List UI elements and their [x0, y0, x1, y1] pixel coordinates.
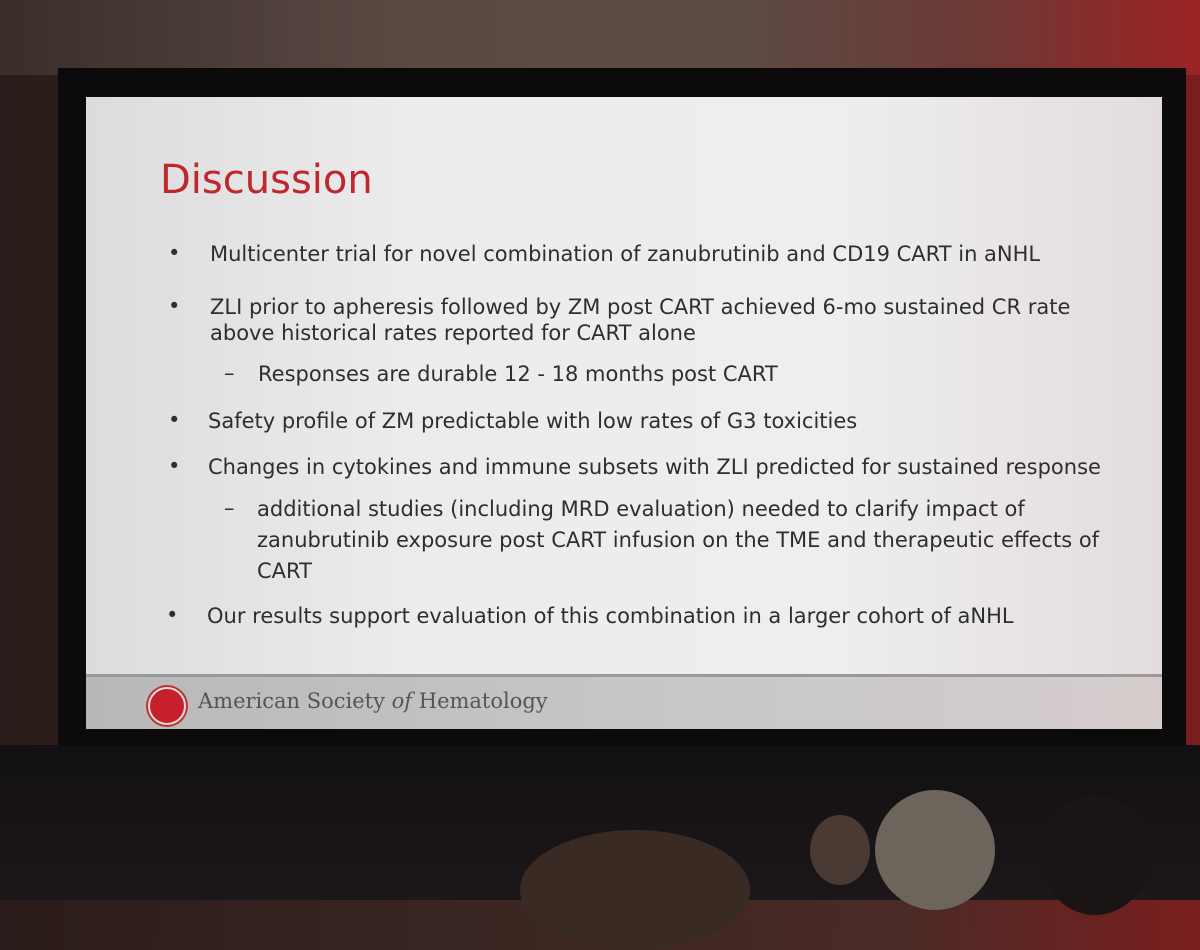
bullet-5: Our results support evaluation of this c…: [207, 604, 1014, 628]
bullet-4-sub-line1: additional studies (including MRD evalua…: [257, 497, 1025, 521]
bullet-2-line1: ZLI prior to apheresis followed by ZM po…: [210, 295, 1071, 319]
audience-area: [0, 745, 1200, 950]
bullet-3: Safety profile of ZM predictable with lo…: [208, 409, 858, 433]
audience-head: [1040, 795, 1150, 915]
bullet-icon: •: [168, 294, 181, 318]
slide-footer: American Society of Hematology: [86, 674, 1162, 729]
organization-name: American Society of Hematology: [198, 689, 548, 713]
audience-head: [810, 815, 870, 885]
slide-title: Discussion: [160, 157, 373, 203]
bullet-2-line2: above historical rates reported for CART…: [210, 321, 696, 345]
bullet-4: Changes in cytokines and immune subsets …: [208, 455, 1101, 479]
ash-logo-icon: [148, 687, 186, 725]
bullet-icon: •: [168, 454, 181, 478]
bullet-4-sub-line2: zanubrutinib exposure post CART infusion…: [257, 528, 1100, 552]
bullet-2-sub: Responses are durable 12 - 18 months pos…: [258, 362, 778, 386]
audience-head: [875, 790, 995, 910]
room-wall: [0, 0, 1200, 75]
audience-head: [520, 830, 750, 950]
bullet-4-sub-line3: CART: [257, 559, 312, 583]
bullet-icon: •: [168, 408, 181, 432]
dash-icon: –: [224, 496, 235, 520]
bullet-1: Multicenter trial for novel combination …: [210, 242, 1041, 266]
bullet-icon: •: [166, 603, 179, 627]
bullet-icon: •: [168, 241, 181, 265]
dash-icon: –: [224, 361, 235, 385]
slide: Discussion • Multicenter trial for novel…: [86, 97, 1162, 729]
